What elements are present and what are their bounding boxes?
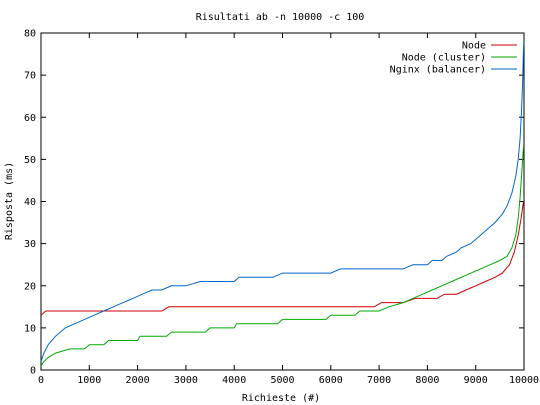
legend-label: Node bbox=[462, 41, 486, 52]
y-tick-label: 10 bbox=[24, 323, 36, 334]
x-tick-label: 3000 bbox=[174, 375, 198, 386]
x-tick-label: 10000 bbox=[509, 375, 539, 386]
x-tick-label: 2000 bbox=[126, 375, 150, 386]
x-tick-label: 5000 bbox=[270, 375, 294, 386]
x-tick-label: 0 bbox=[38, 375, 44, 386]
x-tick-label: 8000 bbox=[415, 375, 439, 386]
legend-label: Node (cluster) bbox=[402, 53, 486, 64]
series-line-nginx-balancer bbox=[40, 41, 525, 362]
x-tick-label: 1000 bbox=[77, 375, 101, 386]
series-line-node bbox=[40, 201, 524, 316]
x-axis-ticks: 0 1000 2000 3000 4000 5000 6000 7000 8000 9000 100… bbox=[38, 33, 539, 386]
chart-title: Risultati ab -n 10000 -c 100 bbox=[196, 12, 365, 23]
series-line-node-cluster bbox=[40, 146, 524, 367]
y-tick-label: 20 bbox=[24, 281, 36, 292]
x-tick-label: 4000 bbox=[222, 375, 246, 386]
y-axis-label: Risposta (ms) bbox=[4, 162, 15, 240]
x-tick-label: 6000 bbox=[319, 375, 343, 386]
y-tick-label: 60 bbox=[24, 113, 36, 124]
y-tick-label: 0 bbox=[30, 366, 36, 377]
y-axis-ticks: 0 10 20 30 40 50 60 70 80 bbox=[24, 29, 524, 377]
y-tick-label: 30 bbox=[24, 239, 36, 250]
x-tick-label: 7000 bbox=[367, 375, 391, 386]
y-tick-label: 50 bbox=[24, 155, 36, 166]
series-lines bbox=[40, 41, 525, 367]
y-tick-label: 40 bbox=[24, 197, 36, 208]
x-tick-label: 9000 bbox=[464, 375, 488, 386]
y-tick-label: 70 bbox=[24, 71, 36, 82]
y-tick-label: 80 bbox=[24, 29, 36, 40]
legend-label: Nginx (balancer) bbox=[390, 65, 486, 76]
x-axis-label: Richieste (#) bbox=[242, 393, 320, 404]
